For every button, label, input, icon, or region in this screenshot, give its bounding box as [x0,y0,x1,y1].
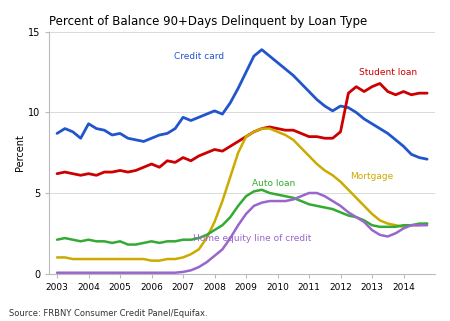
Y-axis label: Percent: Percent [15,134,25,171]
Text: Credit card: Credit card [174,52,224,61]
Text: Auto loan: Auto loan [252,179,296,188]
Text: Student loan: Student loan [359,68,417,77]
Text: Mortgage: Mortgage [350,172,393,181]
Text: Source: FRBNY Consumer Credit Panel/Equifax.: Source: FRBNY Consumer Credit Panel/Equi… [9,309,207,318]
Text: Home equity line of credit: Home equity line of credit [193,234,311,243]
Text: Percent of Balance 90+Days Delinquent by Loan Type: Percent of Balance 90+Days Delinquent by… [49,15,368,28]
